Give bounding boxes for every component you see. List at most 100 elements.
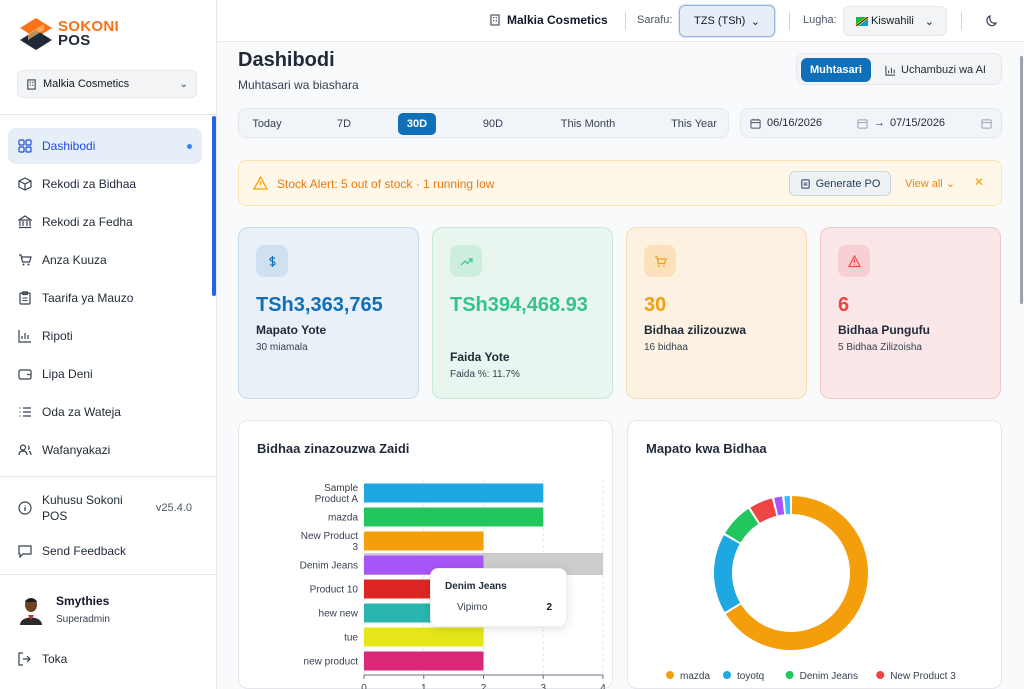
divider xyxy=(625,12,626,30)
tooltip-key: Vipimo xyxy=(457,602,488,613)
bar[interactable] xyxy=(364,627,484,647)
kpi-value: 6 xyxy=(838,294,850,316)
info-icon xyxy=(18,501,32,515)
range-90d[interactable]: 90D xyxy=(482,118,504,130)
bar[interactable] xyxy=(364,651,484,671)
range-30d[interactable]: 30D xyxy=(398,113,436,135)
currency-select[interactable]: TZS (TSh) ⌄ xyxy=(679,5,775,37)
sokoni-logo[interactable]: SOKONI POS xyxy=(16,14,126,58)
trending-up-icon xyxy=(450,245,482,277)
kpi-card-bidhaa-pungufu: 6 Bidhaa Pungufu 5 Bidhaa Zilizoisha xyxy=(820,227,1001,399)
topbar-store-label: Malkia Cosmetics xyxy=(507,13,608,27)
category-label: New Product xyxy=(301,531,358,542)
sidebar-item-label: Lipa Deni xyxy=(42,367,93,381)
sidebar-item-dashibodi[interactable]: Dashibodi xyxy=(8,128,202,164)
main-content: Dashibodi Muhtasari wa biashara Muhtasar… xyxy=(217,42,1024,689)
sidebar-item-wafanyakazi[interactable]: Wafanyakazi xyxy=(8,432,202,468)
x-tick-label: 0 xyxy=(361,683,367,689)
date-from-field[interactable]: 06/16/2026 xyxy=(767,117,823,129)
kpi-label: Bidhaa Pungufu xyxy=(838,323,930,337)
logo-line1: SOKONI xyxy=(58,18,119,35)
sidebar-scrollbar[interactable] xyxy=(212,116,216,296)
main-scrollbar[interactable] xyxy=(1020,56,1023,304)
alert-triangle-icon xyxy=(838,245,870,277)
date-range-inputs: 06/16/2026 → 07/15/2026 xyxy=(740,108,1002,138)
bar-chart-icon xyxy=(18,330,31,343)
range-7d[interactable]: 7D xyxy=(336,118,352,130)
sidebar-item-label: Anza Kuuza xyxy=(42,253,107,267)
date-to-field[interactable]: 07/15/2026 xyxy=(890,117,946,129)
wallet-icon xyxy=(18,369,32,380)
sidebar-item-label: Taarifa ya Mauzo xyxy=(42,291,134,305)
revenue-by-product-panel: Mapato kwa Bidhaa mazda toyotq Denim Jeans… xyxy=(627,420,1002,689)
chevron-down-icon: ⌄ xyxy=(750,15,760,28)
bank-icon xyxy=(18,215,32,229)
donut-slice[interactable] xyxy=(725,508,759,543)
sidebar-item-rekodi-za-fedha[interactable]: Rekodi za Fedha xyxy=(8,204,202,240)
date-range-tabs: Today 7D 30D 90D This Month This Year xyxy=(238,108,729,138)
kpi-sub: Faida %: 11.7% xyxy=(450,369,520,380)
store-select[interactable]: Malkia Cosmetics ⌄ xyxy=(17,70,197,98)
range-today[interactable]: Today xyxy=(252,118,282,130)
users-icon xyxy=(18,444,32,456)
generate-po-button[interactable]: Generate PO xyxy=(789,171,891,196)
kpi-card-bidhaa-zilizouzwa: 30 Bidhaa zilizouzwa 16 bidhaa xyxy=(626,227,807,399)
kpi-value: TSh3,363,765 xyxy=(256,294,383,316)
sidebar-item-ripoti[interactable]: Ripoti xyxy=(8,318,202,354)
sidebar-item-taarifa-ya-mauzo[interactable]: Taarifa ya Mauzo xyxy=(8,280,202,316)
language-value: Kiswahili xyxy=(871,15,914,27)
sidebar-item-rekodi-za-bidhaa[interactable]: Rekodi za Bidhaa xyxy=(8,166,202,202)
chevron-down-icon: ⌄ xyxy=(945,178,955,190)
tab-uchambuzi-wa-ai[interactable]: Uchambuzi wa AI xyxy=(885,58,986,82)
kpi-sub: 5 Bidhaa Zilizoisha xyxy=(838,342,922,353)
tooltip-value: 2 xyxy=(546,602,552,613)
donut-slice[interactable] xyxy=(784,496,791,515)
store-select-value: Malkia Cosmetics xyxy=(43,78,130,90)
sidebar: SOKONI POS Malkia Cosmetics ⌄ Dashibodi … xyxy=(0,0,217,689)
legend-label: toyotq xyxy=(737,671,764,682)
panel-title: Bidhaa zinazouzwa Zaidi xyxy=(257,441,410,456)
close-icon[interactable]: ✕ xyxy=(974,175,985,189)
moon-icon[interactable] xyxy=(985,14,999,28)
language-select[interactable]: Kiswahili ⌄ xyxy=(843,6,947,36)
divider xyxy=(0,476,216,477)
box-icon xyxy=(18,177,32,191)
user-profile[interactable]: Smythies Superadmin xyxy=(18,594,110,625)
donut-slice[interactable] xyxy=(774,496,785,516)
alert-triangle-icon xyxy=(253,176,268,190)
user-name: Smythies xyxy=(56,594,110,608)
about-sokoni-button[interactable]: Kuhusu Sokoni POS v25.4.0 xyxy=(8,488,202,528)
building-icon xyxy=(27,78,36,90)
logout-button[interactable]: Toka xyxy=(8,646,202,672)
donut-slice[interactable] xyxy=(714,535,741,612)
sidebar-item-anza-kuuza[interactable]: Anza Kuuza xyxy=(8,242,202,278)
category-label: Sample xyxy=(324,483,358,494)
bar[interactable] xyxy=(364,507,544,527)
calendar-icon xyxy=(750,118,761,129)
category-label: 3 xyxy=(352,542,358,553)
range-this-month[interactable]: This Month xyxy=(560,118,616,130)
tab-muhtasari[interactable]: Muhtasari xyxy=(801,58,871,82)
bar[interactable] xyxy=(364,531,484,551)
divider xyxy=(0,574,216,575)
calendar-icon[interactable] xyxy=(981,118,992,129)
logo-line2: POS xyxy=(58,32,91,49)
dollar-icon xyxy=(256,245,288,277)
generate-po-label: Generate PO xyxy=(815,177,881,190)
sidebar-item-label: Rekodi za Bidhaa xyxy=(42,177,137,191)
tooltip-title: Denim Jeans xyxy=(445,581,507,592)
range-this-year[interactable]: This Year xyxy=(671,118,717,130)
view-toggle: Muhtasari Uchambuzi wa AI xyxy=(796,53,1002,85)
divider xyxy=(789,12,790,30)
calendar-icon[interactable] xyxy=(857,118,868,129)
send-feedback-button[interactable]: Send Feedback xyxy=(8,536,202,566)
sidebar-item-lipa-deni[interactable]: Lipa Deni xyxy=(8,356,202,392)
donut-slice[interactable] xyxy=(750,498,777,523)
category-label: Product A xyxy=(315,494,359,505)
sidebar-item-oda-za-wateja[interactable]: Oda za Wateja xyxy=(8,394,202,430)
cart-icon xyxy=(19,254,32,266)
bar[interactable] xyxy=(364,483,544,503)
view-all-button[interactable]: View all ⌄ xyxy=(905,177,955,190)
building-icon xyxy=(490,14,500,26)
